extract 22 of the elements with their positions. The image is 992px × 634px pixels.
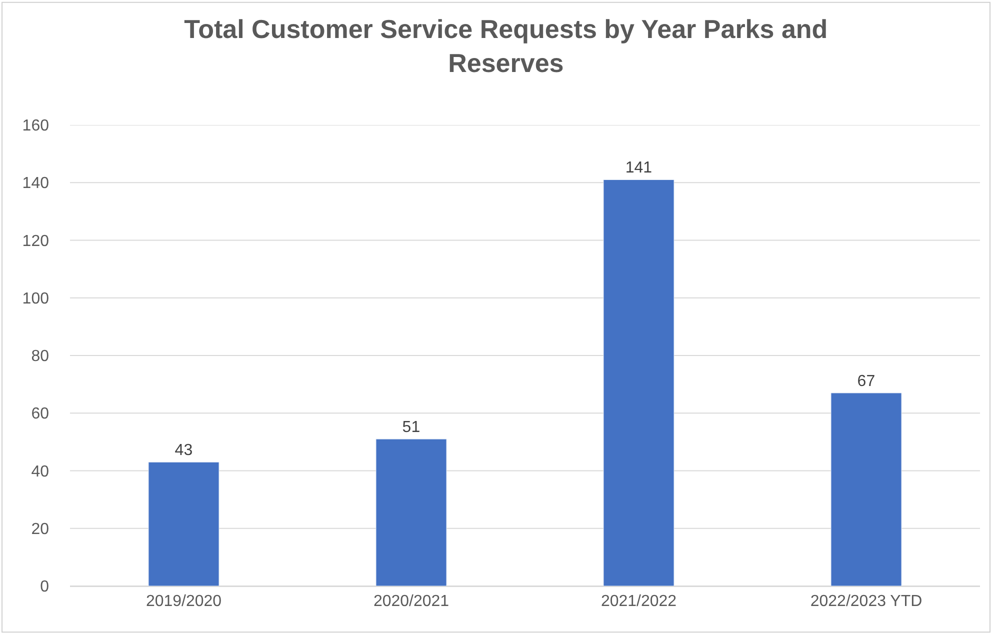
y-tick-label: 40	[31, 463, 50, 480]
y-tick-label: 120	[22, 232, 50, 250]
chart-title: Total Customer Service Requests by Year Parks and Reserves	[184, 14, 828, 78]
data-label: 51	[402, 419, 420, 436]
data-label: 67	[857, 372, 876, 390]
y-tick-label: 160	[22, 118, 50, 135]
bar	[376, 438, 447, 586]
x-tick-label: 2020/2021	[373, 593, 450, 610]
y-tick-label: 80	[31, 348, 50, 366]
x-tick-label: 2021/2022	[600, 593, 677, 610]
data-label: 43	[174, 442, 193, 460]
y-tick-label: 100	[22, 290, 50, 308]
x-tick-label: 2019/2020	[146, 593, 222, 610]
y-tick-label: 0	[40, 578, 50, 596]
data-label: 141	[625, 160, 652, 177]
y-tick-label: 60	[31, 406, 50, 423]
bar	[603, 179, 674, 586]
y-tick-label: 140	[22, 175, 50, 192]
y-tick-label: 20	[31, 520, 50, 538]
bar	[830, 392, 902, 586]
x-tick-label: 2022/2023 YTD	[810, 593, 922, 610]
bar	[148, 462, 220, 586]
